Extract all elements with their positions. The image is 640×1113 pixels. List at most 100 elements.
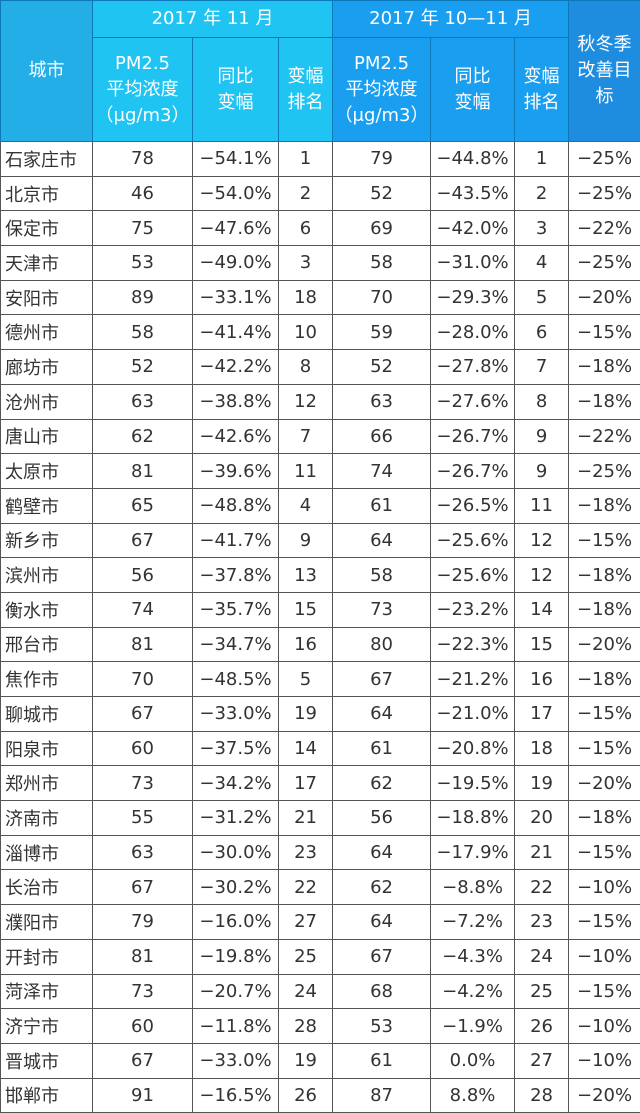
header-octnov-rank: 变幅排名 [515, 38, 569, 142]
cell-city: 邢台市 [1, 627, 93, 662]
cell-city: 滨州市 [1, 558, 93, 593]
cell-target: −25% [569, 454, 640, 489]
cell-octnov-rank: 23 [515, 905, 569, 940]
cell-octnov-rank: 14 [515, 592, 569, 627]
cell-nov-pm25: 60 [93, 1009, 193, 1044]
cell-nov-pm25: 63 [93, 835, 193, 870]
cell-nov-rank: 5 [279, 662, 333, 697]
pm-line2: 平均浓度 [93, 77, 192, 103]
cell-nov-pm25: 79 [93, 905, 193, 940]
cell-nov-rank: 17 [279, 766, 333, 801]
cell-city: 沧州市 [1, 384, 93, 419]
cell-target: −15% [569, 905, 640, 940]
cell-target: −15% [569, 315, 640, 350]
cell-octnov-pm25: 80 [333, 627, 431, 662]
cell-nov-yoy: −11.8% [193, 1009, 279, 1044]
header-target-label: 秋冬季改善目标 [578, 34, 632, 107]
cell-city: 济南市 [1, 801, 93, 836]
pm-line3: （μg/m3） [333, 103, 430, 129]
cell-nov-rank: 12 [279, 384, 333, 419]
cell-nov-pm25: 53 [93, 246, 193, 281]
cell-nov-pm25: 78 [93, 142, 193, 177]
cell-octnov-pm25: 58 [333, 558, 431, 593]
cell-target: −18% [569, 488, 640, 523]
cell-octnov-pm25: 74 [333, 454, 431, 489]
cell-nov-yoy: −42.2% [193, 350, 279, 385]
cell-nov-yoy: −41.4% [193, 315, 279, 350]
cell-octnov-pm25: 53 [333, 1009, 431, 1044]
cell-octnov-rank: 24 [515, 939, 569, 974]
cell-nov-rank: 22 [279, 870, 333, 905]
cell-target: −15% [569, 697, 640, 732]
header-nov-rank: 变幅排名 [279, 38, 333, 142]
cell-octnov-rank: 21 [515, 835, 569, 870]
cell-city: 北京市 [1, 176, 93, 211]
rank-label: 变幅排名 [288, 66, 324, 113]
cell-nov-pm25: 73 [93, 974, 193, 1009]
cell-octnov-pm25: 64 [333, 835, 431, 870]
cell-city: 邯郸市 [1, 1078, 93, 1113]
cell-octnov-rank: 8 [515, 384, 569, 419]
cell-nov-yoy: −19.8% [193, 939, 279, 974]
cell-octnov-yoy: −31.0% [431, 246, 515, 281]
cell-nov-pm25: 65 [93, 488, 193, 523]
cell-octnov-rank: 25 [515, 974, 569, 1009]
header-target: 秋冬季改善目标 [569, 1, 640, 142]
cell-nov-pm25: 81 [93, 939, 193, 974]
pm-line2: 平均浓度 [333, 77, 430, 103]
cell-octnov-rank: 12 [515, 523, 569, 558]
cell-octnov-pm25: 61 [333, 488, 431, 523]
cell-octnov-yoy: −43.5% [431, 176, 515, 211]
cell-octnov-pm25: 52 [333, 176, 431, 211]
cell-octnov-yoy: −25.6% [431, 523, 515, 558]
cell-octnov-pm25: 79 [333, 142, 431, 177]
cell-octnov-yoy: −18.8% [431, 801, 515, 836]
cell-target: −20% [569, 627, 640, 662]
cell-nov-pm25: 60 [93, 731, 193, 766]
cell-nov-pm25: 67 [93, 697, 193, 732]
header-group-nov: 2017 年 11 月 [93, 1, 333, 38]
cell-city: 聊城市 [1, 697, 93, 732]
cell-octnov-rank: 26 [515, 1009, 569, 1044]
cell-nov-rank: 19 [279, 1043, 333, 1078]
cell-octnov-pm25: 67 [333, 939, 431, 974]
cell-target: −15% [569, 974, 640, 1009]
cell-octnov-rank: 15 [515, 627, 569, 662]
cell-octnov-rank: 11 [515, 488, 569, 523]
cell-nov-yoy: −34.2% [193, 766, 279, 801]
cell-city: 廊坊市 [1, 350, 93, 385]
cell-nov-rank: 10 [279, 315, 333, 350]
cell-target: −25% [569, 176, 640, 211]
cell-octnov-yoy: −28.0% [431, 315, 515, 350]
cell-nov-rank: 2 [279, 176, 333, 211]
cell-octnov-pm25: 61 [333, 1043, 431, 1078]
cell-nov-yoy: −47.6% [193, 211, 279, 246]
cell-nov-pm25: 81 [93, 454, 193, 489]
cell-city: 开封市 [1, 939, 93, 974]
cell-nov-yoy: −33.0% [193, 1043, 279, 1078]
cell-nov-pm25: 55 [93, 801, 193, 836]
cell-octnov-pm25: 64 [333, 523, 431, 558]
cell-target: −10% [569, 1043, 640, 1078]
cell-octnov-yoy: −27.8% [431, 350, 515, 385]
cell-nov-yoy: −34.7% [193, 627, 279, 662]
cell-octnov-pm25: 69 [333, 211, 431, 246]
cell-nov-pm25: 67 [93, 1043, 193, 1078]
cell-octnov-rank: 6 [515, 315, 569, 350]
cell-city: 长治市 [1, 870, 93, 905]
cell-city: 菏泽市 [1, 974, 93, 1009]
pm-line1: PM2.5 [93, 51, 192, 77]
cell-nov-yoy: −30.2% [193, 870, 279, 905]
cell-octnov-yoy: −20.8% [431, 731, 515, 766]
